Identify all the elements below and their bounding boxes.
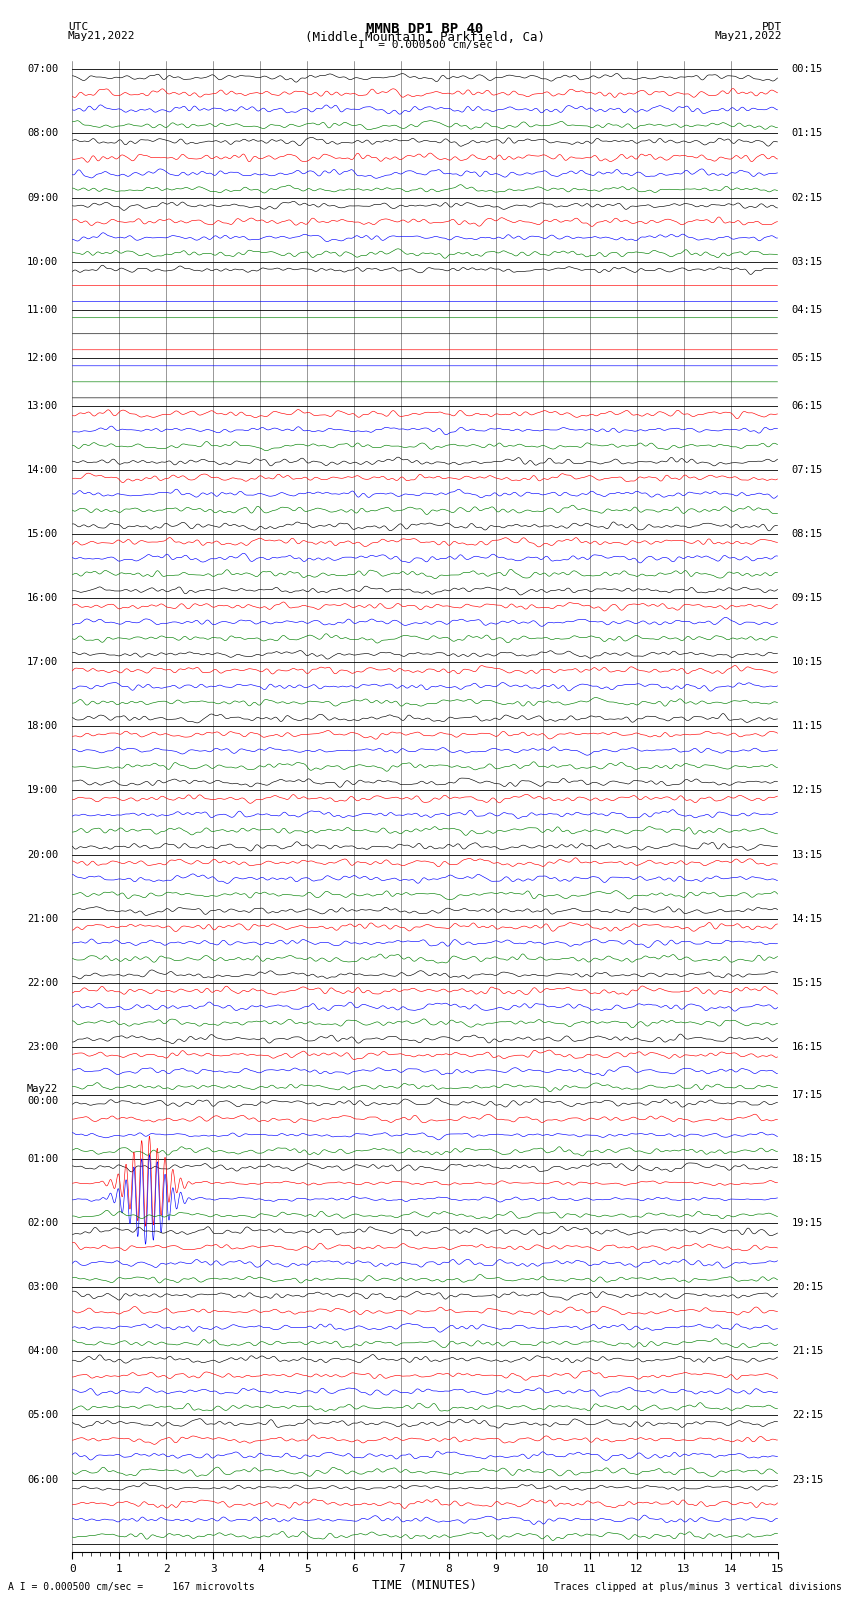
Text: 19:00: 19:00 (27, 786, 58, 795)
Text: A I = 0.000500 cm/sec =     167 microvolts: A I = 0.000500 cm/sec = 167 microvolts (8, 1582, 255, 1592)
Text: 22:00: 22:00 (27, 977, 58, 987)
Text: 09:15: 09:15 (792, 594, 823, 603)
Text: 05:15: 05:15 (792, 353, 823, 363)
Text: PDT: PDT (762, 23, 782, 32)
Text: 13:15: 13:15 (792, 850, 823, 860)
Text: 16:15: 16:15 (792, 1042, 823, 1052)
Text: 03:15: 03:15 (792, 256, 823, 266)
Text: 10:15: 10:15 (792, 656, 823, 668)
Text: 05:00: 05:00 (27, 1410, 58, 1421)
Text: 04:00: 04:00 (27, 1347, 58, 1357)
Text: 12:15: 12:15 (792, 786, 823, 795)
Text: 00:15: 00:15 (792, 65, 823, 74)
Text: May22
00:00: May22 00:00 (27, 1084, 58, 1107)
Text: 23:15: 23:15 (792, 1474, 823, 1484)
Text: I  = 0.000500 cm/sec: I = 0.000500 cm/sec (358, 39, 492, 50)
Text: 19:15: 19:15 (792, 1218, 823, 1227)
Text: 15:00: 15:00 (27, 529, 58, 539)
Text: 18:00: 18:00 (27, 721, 58, 731)
Text: 11:15: 11:15 (792, 721, 823, 731)
Text: UTC: UTC (68, 23, 88, 32)
Text: 20:00: 20:00 (27, 850, 58, 860)
Text: 10:00: 10:00 (27, 256, 58, 266)
Text: MMNB DP1 BP 40: MMNB DP1 BP 40 (366, 23, 484, 35)
Text: 02:15: 02:15 (792, 192, 823, 203)
Text: 07:15: 07:15 (792, 465, 823, 474)
Text: 06:00: 06:00 (27, 1474, 58, 1484)
Text: (Middle Mountain, Parkfield, Ca): (Middle Mountain, Parkfield, Ca) (305, 31, 545, 44)
Text: 08:00: 08:00 (27, 129, 58, 139)
Text: Traces clipped at plus/minus 3 vertical divisions: Traces clipped at plus/minus 3 vertical … (553, 1582, 842, 1592)
Text: 22:15: 22:15 (792, 1410, 823, 1421)
Text: 09:00: 09:00 (27, 192, 58, 203)
X-axis label: TIME (MINUTES): TIME (MINUTES) (372, 1579, 478, 1592)
Text: 20:15: 20:15 (792, 1282, 823, 1292)
Text: 15:15: 15:15 (792, 977, 823, 987)
Text: 14:15: 14:15 (792, 913, 823, 924)
Text: 02:00: 02:00 (27, 1218, 58, 1227)
Text: 01:00: 01:00 (27, 1153, 58, 1165)
Text: 12:00: 12:00 (27, 353, 58, 363)
Text: 21:00: 21:00 (27, 913, 58, 924)
Text: May21,2022: May21,2022 (68, 31, 135, 40)
Text: 01:15: 01:15 (792, 129, 823, 139)
Text: 07:00: 07:00 (27, 65, 58, 74)
Text: 11:00: 11:00 (27, 305, 58, 315)
Text: 08:15: 08:15 (792, 529, 823, 539)
Text: 17:15: 17:15 (792, 1090, 823, 1100)
Text: 16:00: 16:00 (27, 594, 58, 603)
Text: 23:00: 23:00 (27, 1042, 58, 1052)
Text: 17:00: 17:00 (27, 656, 58, 668)
Text: May21,2022: May21,2022 (715, 31, 782, 40)
Text: 03:00: 03:00 (27, 1282, 58, 1292)
Text: 21:15: 21:15 (792, 1347, 823, 1357)
Text: 18:15: 18:15 (792, 1153, 823, 1165)
Text: 06:15: 06:15 (792, 402, 823, 411)
Text: 14:00: 14:00 (27, 465, 58, 474)
Text: 04:15: 04:15 (792, 305, 823, 315)
Text: 13:00: 13:00 (27, 402, 58, 411)
